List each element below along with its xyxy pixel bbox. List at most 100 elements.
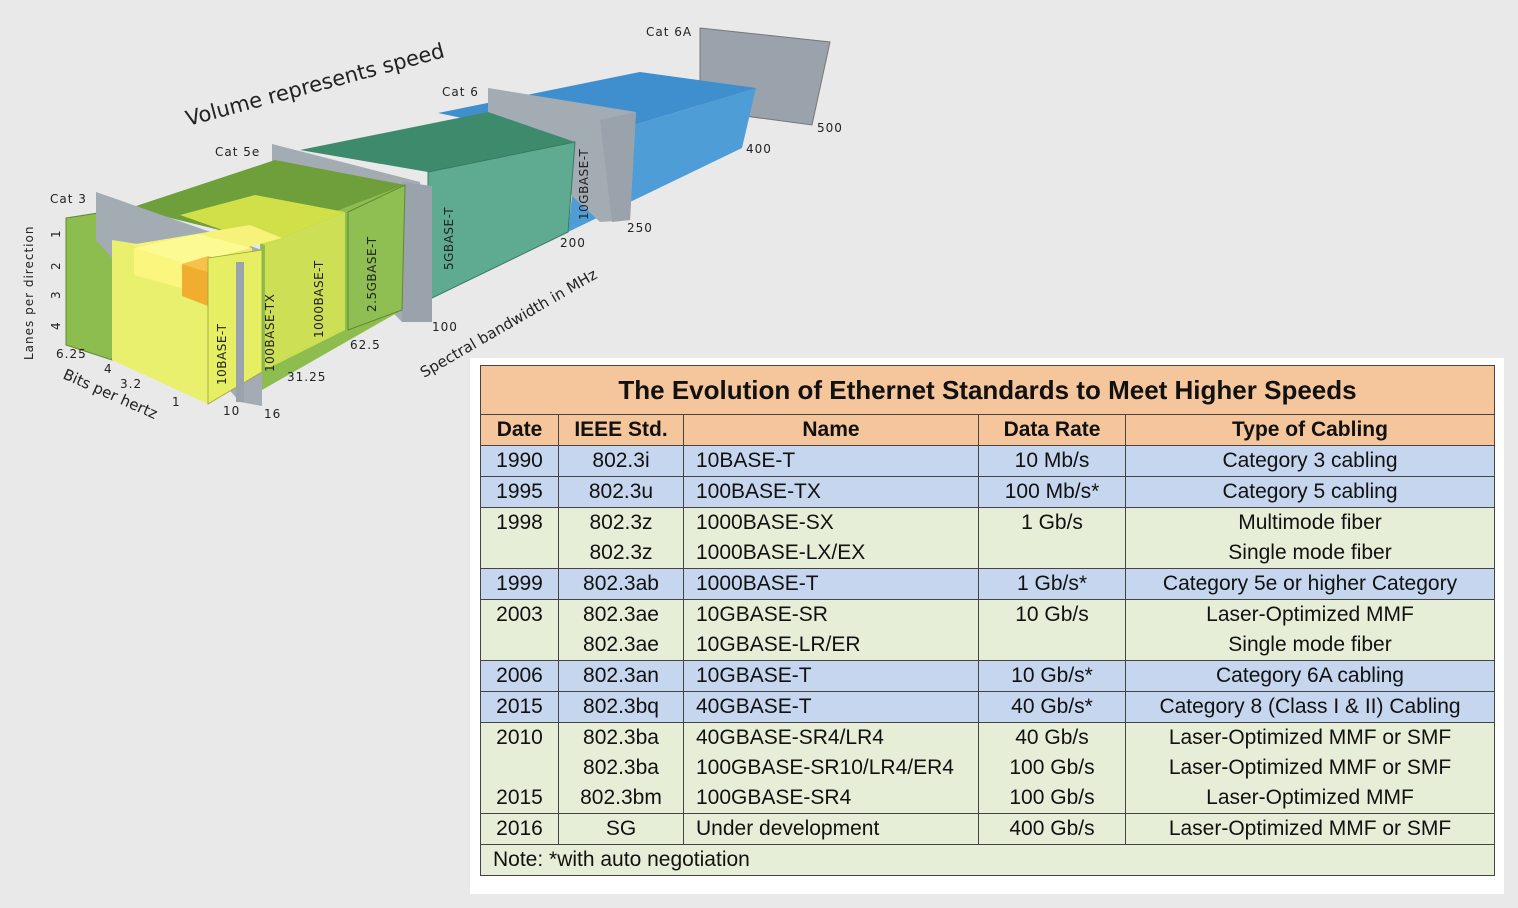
diagram-title: Volume represents speed [183,39,447,131]
table-row: 1990 802.3i 10BASE-T 10 Mb/s Category 3 … [480,445,1495,477]
table-row: 2015 802.3bq 40GBASE-T 40 Gb/s* Category… [480,691,1495,723]
label-100base-tx: 100BASE-TX [263,294,277,372]
cell-rate-line: 100 Gb/s [1009,786,1095,809]
cell-std: 802.3ba 802.3ba 802.3bm [558,722,684,814]
cell-date: 2015 [480,691,559,723]
header-ieee-std: IEEE Std. [558,414,684,446]
cell-date: 1995 [480,476,559,508]
bits-tick-4: 4 [104,362,113,376]
cell-rate: 400 Gb/s [978,813,1126,845]
cell-std-line: 802.3ae [583,633,659,656]
cell-cabling: Category 5e or higher Category [1125,568,1495,600]
freq-tick-62.5: 62.5 [350,338,381,352]
cell-name-line: 10GBASE-SR [696,603,828,626]
cell-date: 2016 [480,813,559,845]
label-2.5gbase-t: 2.5GBASE-T [365,236,379,312]
cell-name: 40GBASE-SR4/LR4 100GBASE-SR10/LR4/ER4 100G… [683,722,979,814]
freq-tick-31.25: 31.25 [287,370,326,384]
cat5e-label: Cat 5e [215,145,260,159]
cell-std-line: 802.3ba [583,756,659,779]
cell-cabling: Category 8 (Class I & II) Cabling [1125,691,1495,723]
cat6a-label: Cat 6A [646,25,692,39]
cell-std-line: 802.3z [589,541,653,564]
cell-cabling-line: Laser-Optimized MMF or SMF [1168,756,1452,779]
cell-rate: 10 Gb/s* [978,660,1126,692]
cell-cabling: Laser-Optimized MMF or SMF [1125,813,1495,845]
cell-name-line: 100GBASE-SR4 [696,786,852,809]
freq-tick-10: 10 [223,404,240,418]
table-row: 2010 2015 802.3ba 802.3ba 802.3bm 40GBASE-… [480,722,1495,814]
cell-rate-line: 40 Gb/s [1015,726,1089,749]
cell-rate: 1 Gb/s* [978,568,1126,600]
cell-rate: 100 Mb/s* [978,476,1126,508]
freq-tick-200: 200 [560,236,586,250]
table-title: The Evolution of Ethernet Standards to M… [480,365,1495,415]
cell-std: SG [558,813,684,845]
y-tick-4: 4 [49,321,63,330]
table-row: 1999 802.3ab 1000BASE-T 1 Gb/s* Category… [480,568,1495,600]
box-5gbase-t-top [300,112,575,172]
cell-std: 802.3an [558,660,684,692]
cat3-label: Cat 3 [50,192,87,206]
table-row: 1995 802.3u 100BASE-TX 100 Mb/s* Categor… [480,476,1495,508]
cell-date-line: 2010 [496,726,543,749]
cell-std: 802.3ab [558,568,684,600]
cell-date: 2003 [480,599,559,661]
box-10base-t-top [134,234,252,264]
freq-tick-16: 16 [264,407,281,421]
header-data-rate: Data Rate [978,414,1126,446]
y-tick-1: 1 [49,229,63,238]
y-tick-3: 3 [49,290,63,299]
label-10gbase-t: 10GBASE-T [577,149,591,220]
cell-cabling: Laser-Optimized MMF or SMF Laser-Optimize… [1125,722,1495,814]
cell-std-line: 802.3ba [583,726,659,749]
cell-name: 10GBASE-T [683,660,979,692]
cell-name-line: 10GBASE-LR/ER [696,633,861,656]
box-5gbase-t-front [428,142,575,300]
bits-tick-3.2: 3.2 [120,377,142,391]
cell-cabling-line: Single mode fiber [1228,633,1392,656]
bits-tick-1: 1 [172,395,181,409]
cell-date: 1998 [480,507,559,569]
header-date: Date [480,414,559,446]
cell-cabling-line: Single mode fiber [1228,541,1392,564]
freq-tick-100: 100 [432,320,458,334]
cell-cabling-line: Multimode fiber [1238,511,1382,534]
freq-tick-250: 250 [627,221,653,235]
freq-tick-400: 400 [746,142,772,156]
cell-date: 2006 [480,660,559,692]
cell-date: 2010 2015 [480,722,559,814]
cell-cabling-line: Laser-Optimized MMF [1206,603,1414,626]
cell-name-line: 1000BASE-LX/EX [696,541,866,564]
table-row: 1998 802.3z 802.3z 1000BASE-SX 1000BASE-LX… [480,507,1495,569]
cell-name-line: 40GBASE-SR4/LR4 [696,726,884,749]
cell-std-line: 802.3bm [580,786,662,809]
cell-name-line: 100GBASE-SR10/LR4/ER4 [696,756,954,779]
y-tick-2: 2 [49,261,63,270]
cell-name: Under development [683,813,979,845]
cell-name: 1000BASE-SX 1000BASE-LX/EX [683,507,979,569]
cell-cabling: Category 3 cabling [1125,445,1495,477]
box-10base-t-front [134,248,188,290]
cell-name: 100BASE-TX [683,476,979,508]
cell-std-line: 802.3z [589,511,653,534]
cell-rate: 1 Gb/s [978,507,1126,569]
cell-std: 802.3i [558,445,684,477]
cell-rate: 10 Gb/s [978,599,1126,661]
cell-std: 802.3ae 802.3ae [558,599,684,661]
cell-std-line: 802.3ae [583,603,659,626]
cell-name: 10BASE-T [683,445,979,477]
cell-name: 40GBASE-T [683,691,979,723]
cell-rate-line: 100 Gb/s [1009,756,1095,779]
cell-cabling-line: Laser-Optimized MMF [1206,786,1414,809]
cell-cabling: Category 6A cabling [1125,660,1495,692]
label-10base-t: 10BASE-T [215,323,229,385]
cell-date: 1990 [480,445,559,477]
table-note: Note: *with auto negotiation [480,844,1495,876]
cell-rate-line: 1 Gb/s [1021,511,1083,534]
header-name: Name [683,414,979,446]
label-1000base-t: 1000BASE-T [312,260,326,338]
cell-std: 802.3z 802.3z [558,507,684,569]
freq-tick-500: 500 [817,121,843,135]
box-1000base-t-front [265,212,345,370]
